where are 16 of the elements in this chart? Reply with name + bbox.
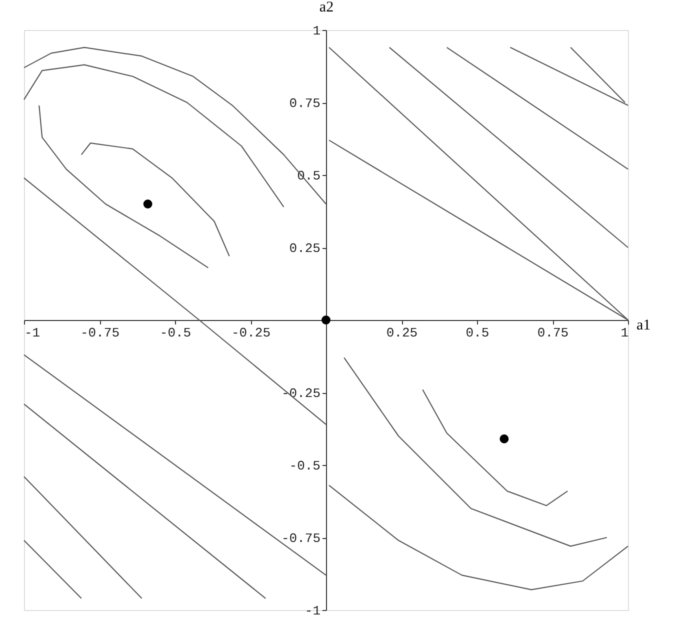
- y-axis-title: a2: [319, 0, 334, 16]
- y-tick-label: -0.75: [281, 531, 320, 546]
- x-tick-label: -0.75: [80, 326, 120, 340]
- x-tick-label: 0.25: [386, 326, 418, 340]
- y-tick-label: 0.25: [289, 241, 320, 256]
- x-tick-label: 1: [620, 326, 629, 340]
- x-tick-label: 0.5: [466, 326, 490, 340]
- y-tick-label: 1: [312, 24, 321, 38]
- x-tick-label: -0.25: [231, 326, 271, 340]
- y-tick-label: -0.5: [289, 458, 320, 474]
- x-tick-label: 0.75: [537, 326, 569, 340]
- x-tick-label: -1: [24, 326, 40, 340]
- y-tick-label: -1: [304, 604, 321, 618]
- x-tick-label: -0.5: [160, 326, 192, 340]
- x-axis-title: a1: [636, 318, 651, 334]
- y-tick-label: 0.75: [289, 96, 320, 111]
